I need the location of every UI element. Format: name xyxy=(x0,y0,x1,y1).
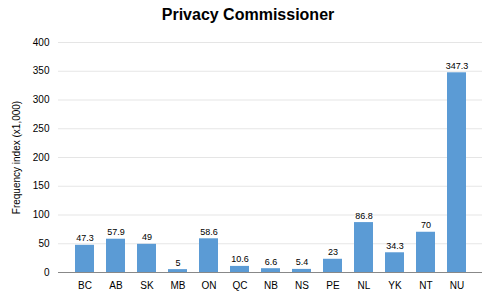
svg-text:NB: NB xyxy=(264,280,278,291)
svg-text:PE: PE xyxy=(326,280,340,291)
svg-text:58.6: 58.6 xyxy=(200,227,218,237)
html-text:Privacy Commissioner: Privacy Commissioner xyxy=(161,6,335,23)
svg-text:50: 50 xyxy=(38,238,50,249)
svg-text:34.3: 34.3 xyxy=(386,241,404,251)
svg-text:SK: SK xyxy=(140,280,154,291)
svg-text:5.4: 5.4 xyxy=(296,257,309,267)
svg-text:QC: QC xyxy=(233,280,248,291)
svg-text:10.6: 10.6 xyxy=(231,254,249,264)
svg-text:70: 70 xyxy=(421,220,431,230)
svg-text:BC: BC xyxy=(78,280,92,291)
svg-text:23: 23 xyxy=(328,247,338,257)
svg-text:MB: MB xyxy=(171,280,186,291)
svg-text:57.9: 57.9 xyxy=(107,227,125,237)
svg-text:47.3: 47.3 xyxy=(76,233,94,243)
svg-text:86.8: 86.8 xyxy=(355,211,373,221)
svg-text:Frequency index (x1,000): Frequency index (x1,000) xyxy=(11,101,22,214)
svg-text:250: 250 xyxy=(33,123,50,134)
svg-text:AB: AB xyxy=(109,280,123,291)
svg-text:YK: YK xyxy=(388,280,402,291)
svg-text:300: 300 xyxy=(33,94,50,105)
svg-text:400: 400 xyxy=(33,37,50,48)
svg-text:350: 350 xyxy=(33,65,50,76)
svg-text:ON: ON xyxy=(202,280,217,291)
svg-text:150: 150 xyxy=(33,180,50,191)
svg-text:5: 5 xyxy=(175,258,180,268)
svg-text:NS: NS xyxy=(295,280,309,291)
svg-text:100: 100 xyxy=(33,209,50,220)
svg-text:200: 200 xyxy=(33,152,50,163)
svg-text:NT: NT xyxy=(419,280,432,291)
svg-text:NU: NU xyxy=(450,280,464,291)
svg-text:49: 49 xyxy=(142,232,152,242)
svg-text:NL: NL xyxy=(358,280,371,291)
svg-text:347.3: 347.3 xyxy=(446,61,469,71)
svg-text:6.6: 6.6 xyxy=(265,257,278,267)
svg-text:0: 0 xyxy=(44,267,50,278)
